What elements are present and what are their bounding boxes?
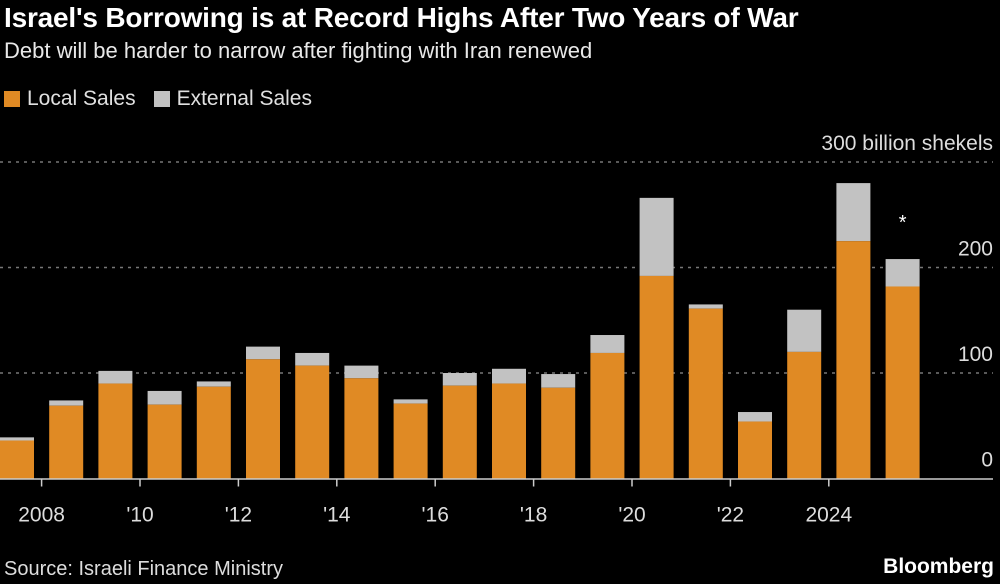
source-note: Source: Israeli Finance Ministry: [4, 558, 283, 580]
y-tick-label: 200: [958, 238, 993, 261]
bar-local-2019: [590, 352, 625, 479]
bar-local-2024: [836, 241, 871, 479]
bar-external-2018: [541, 374, 576, 388]
legend: Local Sales External Sales: [4, 87, 312, 111]
bar-local-2021: [688, 308, 723, 479]
legend-label-external: External Sales: [176, 87, 312, 110]
bar-local-2009: [98, 383, 133, 479]
bar-local-2017: [492, 383, 526, 479]
bar-external-2015: [393, 399, 428, 404]
annotation-asterisk: *: [899, 212, 907, 234]
chart-title: Israel's Borrowing is at Record Highs Af…: [4, 2, 799, 33]
bar-local-2010: [147, 404, 182, 479]
bar-external-2010: [147, 390, 182, 405]
bar-local-2023: [787, 351, 822, 479]
bar-local-2012: [246, 359, 280, 479]
bar-external-2011: [196, 381, 231, 387]
y-tick-label: 100: [958, 343, 993, 366]
chart-subtitle: Debt will be harder to narrow after figh…: [4, 38, 593, 63]
bar-local-2025: [885, 286, 920, 479]
legend-swatch-local: [4, 91, 20, 107]
bar-external-2024: [836, 183, 871, 242]
bar-external-2007: [0, 437, 34, 441]
x-tick-label: 2024: [805, 504, 852, 527]
bar-local-2018: [541, 387, 576, 479]
x-tick-label: '14: [323, 504, 351, 527]
bar-external-2023: [787, 309, 822, 352]
bar-local-2013: [295, 365, 330, 479]
bloomberg-logo: Bloomberg: [883, 555, 994, 578]
bar-external-2020: [639, 197, 674, 276]
bar-external-2014: [344, 365, 379, 379]
x-tick-label: '18: [520, 504, 547, 527]
bar-external-2008: [49, 400, 84, 406]
bar-local-2014: [344, 378, 379, 479]
x-tick-label: '20: [618, 504, 645, 527]
legend-item-external: External Sales: [153, 87, 312, 111]
bar-external-2009: [98, 370, 133, 384]
y-tick-label: 300 billion shekels: [821, 132, 993, 155]
bar-external-2019: [590, 335, 625, 353]
x-tick-label: '12: [225, 504, 252, 527]
bar-external-2016: [442, 373, 477, 386]
x-tick-label: '16: [422, 504, 449, 527]
legend-item-local: Local Sales: [4, 87, 136, 111]
bar-external-2025: [885, 259, 920, 287]
bar-external-2012: [246, 346, 280, 360]
legend-swatch-external: [153, 91, 170, 107]
bar-local-2011: [196, 386, 231, 479]
bar-external-2021: [688, 304, 723, 309]
bar-external-2022: [738, 412, 772, 422]
x-tick-label: 2008: [18, 504, 65, 527]
bar-local-2016: [442, 385, 477, 479]
x-tick-label: '22: [717, 504, 744, 527]
y-tick-label: 0: [981, 449, 993, 472]
x-tick-label: '10: [126, 504, 153, 527]
bar-external-2017: [492, 368, 526, 384]
bar-local-2020: [639, 275, 674, 479]
bar-local-2007: [0, 440, 34, 479]
legend-label-local: Local Sales: [27, 87, 136, 110]
bar-local-2022: [738, 421, 772, 479]
bar-local-2008: [49, 405, 84, 479]
bar-local-2015: [393, 403, 428, 479]
bar-external-2013: [295, 352, 330, 366]
